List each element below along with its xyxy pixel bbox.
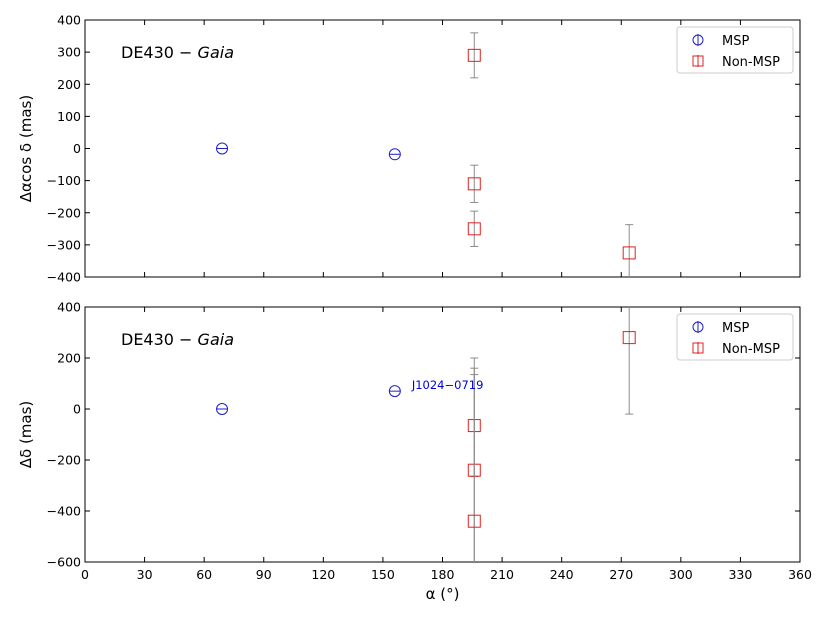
y-tick-label: −300	[47, 237, 81, 252]
y-tick-label: 0	[73, 402, 81, 417]
y-tick-label: 300	[57, 45, 81, 60]
x-tick-label: 0	[81, 567, 89, 582]
panel-title-italic: Gaia	[198, 43, 234, 62]
x-tick-label: 330	[728, 567, 752, 582]
legend-swatch-msp	[692, 34, 704, 46]
x-tick-label: 120	[311, 567, 335, 582]
panel-title-italic: Gaia	[198, 330, 234, 349]
legend-swatch-non-msp	[692, 342, 704, 354]
data-point-non-msp	[467, 177, 481, 191]
x-tick-label: 60	[196, 567, 212, 582]
data-point-non-msp	[622, 246, 636, 260]
point-annotation: J1024−0719	[411, 378, 484, 392]
y-axis-label: Δδ (mas)	[17, 401, 35, 469]
top-panel: −400 −300 −200 −100 0 100 200 300 400 Δαcos δ (ma…	[17, 13, 801, 285]
legend-label: Non-MSP	[722, 342, 780, 357]
x-tick-label: 90	[256, 567, 272, 582]
x-tick-label: 180	[431, 567, 455, 582]
legend-label: Non-MSP	[722, 55, 780, 70]
legend-label: MSP	[722, 321, 749, 336]
y-tick-label: −100	[47, 173, 81, 188]
y-tick-label: 0	[73, 141, 81, 156]
y-axis-label: Δαcos δ (mas)	[17, 95, 35, 202]
panel-title: DE430 − Gaia	[121, 330, 234, 349]
data-point-non-msp	[467, 514, 481, 528]
y-tick-label: 400	[57, 13, 81, 28]
x-tick-label: 300	[669, 567, 693, 582]
bottom-panel: −600 −400 −200 0 200 400 0 30 60 90 120 150 180 210 24…	[17, 300, 812, 604]
y-tick-label: −400	[47, 270, 81, 285]
data-point-non-msp	[467, 48, 481, 62]
legend-box	[676, 26, 794, 74]
data-point-non-msp	[467, 222, 481, 236]
x-tick-label: 210	[490, 567, 514, 582]
y-tick-label: 400	[57, 300, 81, 315]
y-tick-label: −200	[47, 453, 81, 468]
y-tick-label: 200	[57, 351, 81, 366]
data-point-non-msp	[622, 331, 636, 345]
x-tick-label: 240	[550, 567, 574, 582]
legend-swatch-non-msp	[692, 55, 704, 67]
x-tick-label: 270	[609, 567, 633, 582]
y-tick-label: −200	[47, 205, 81, 220]
x-tick-label: 30	[137, 567, 153, 582]
panel-title-prefix: DE430 −	[121, 43, 198, 62]
y-tick-label: −600	[47, 555, 81, 570]
panel-title: DE430 − Gaia	[121, 43, 234, 62]
y-tick-label: 200	[57, 77, 81, 92]
x-tick-label: 360	[788, 567, 812, 582]
legend-box	[676, 313, 794, 361]
y-tick-label: −400	[47, 504, 81, 519]
x-axis-label: α (°)	[426, 585, 460, 603]
legend-label: MSP	[722, 34, 749, 49]
x-tick-label: 150	[371, 567, 395, 582]
panel-title-prefix: DE430 −	[121, 330, 198, 349]
legend-swatch-msp	[692, 321, 704, 333]
y-tick-label: 100	[57, 109, 81, 124]
